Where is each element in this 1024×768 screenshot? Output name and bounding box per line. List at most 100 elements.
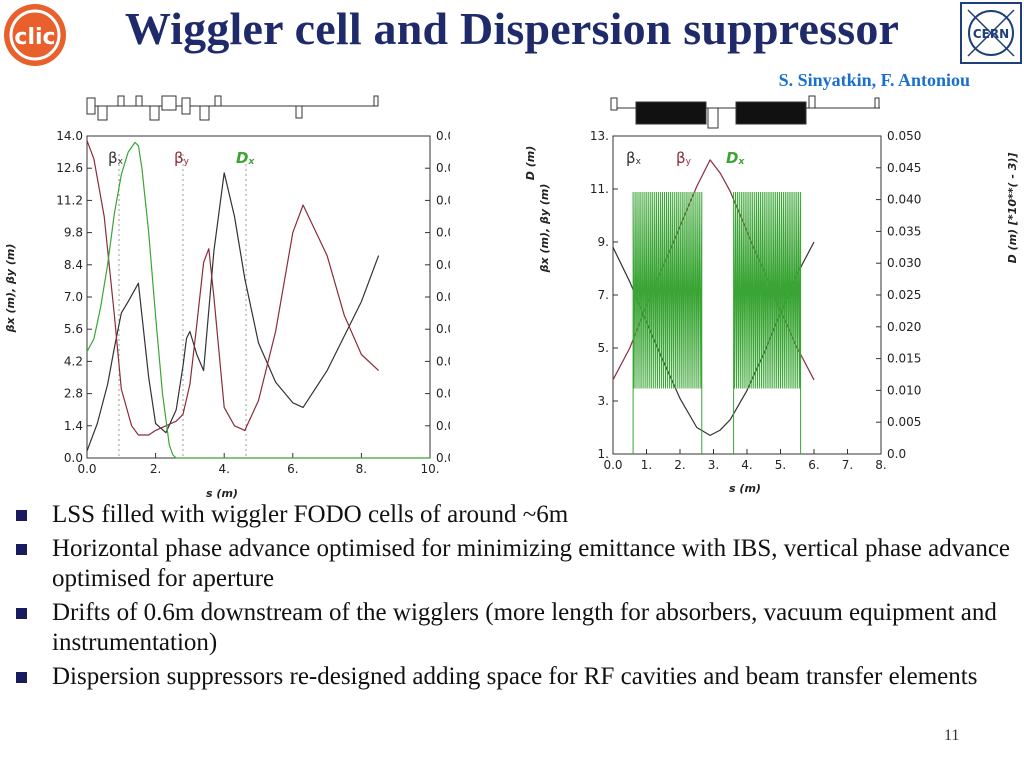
x-tick-label: 8. <box>356 462 367 476</box>
y-right-tick-label: 0.035 <box>887 224 921 238</box>
y-left-tick-label: 14.0 <box>56 129 83 143</box>
slide-authors: S. Sinyatkin, F. Antoniou <box>778 70 970 90</box>
y-right-tick-label: 0.010 <box>436 387 450 401</box>
y-left-tick-label: 4.2 <box>64 354 83 368</box>
bullet-square-icon <box>16 608 27 619</box>
series-lines-left <box>86 140 430 459</box>
bullet-square-icon <box>16 544 27 555</box>
y-right-tick-label: 0.045 <box>436 161 450 175</box>
clic-logo: clic <box>4 4 66 66</box>
y-left-tick-label: 7.0 <box>64 290 83 304</box>
bullet-text: LSS filled with wiggler FODO cells of ar… <box>52 501 569 528</box>
x-tick-label: 3. <box>708 458 719 472</box>
y-right-tick-label: 0.045 <box>887 161 921 175</box>
bullet-square-icon <box>16 672 27 683</box>
legend-dx-right: Dx <box>726 149 745 167</box>
series-line-βy <box>86 140 380 436</box>
series-line-dx <box>86 141 430 459</box>
bullet-text: Horizontal phase advance optimised for m… <box>52 535 1011 592</box>
y-right-tick-label: 0.0 <box>887 447 906 461</box>
y-right-tick-label: 0.005 <box>436 419 450 433</box>
series-line-dx-block <box>733 191 802 454</box>
x-tick-label: 7. <box>842 458 853 472</box>
y-left-tick-label: 1.4 <box>64 419 83 433</box>
page-number: 11 <box>944 727 960 744</box>
y-right-tick-label: 0.050 <box>436 129 450 143</box>
cern-logo-text: CERN <box>973 27 1009 41</box>
optics-plot-dispersion-suppressor: 0.0 1. 2. 3. 4. 5. 6. 7. 8.1.3.5.7.9.11.13.0.00.… <box>524 95 1019 495</box>
slide-title: Wiggler cell and Dispersion suppressor <box>124 3 900 54</box>
lattice-strip-left <box>86 95 379 121</box>
x-axis-label-right: s (m) <box>729 482 761 495</box>
y-right-tick-label: 0.010 <box>887 383 921 397</box>
y-left-tick-label: 11. <box>590 182 609 196</box>
y-right-tick-label: 0.025 <box>436 290 450 304</box>
y-right-tick-label: 0.020 <box>436 322 450 336</box>
x-tick-label: 4. <box>218 462 229 476</box>
y-left-tick-label: 1. <box>598 447 609 461</box>
y-left-tick-label: 5.6 <box>64 322 83 336</box>
x-tick-label: 6. <box>808 458 819 472</box>
x-tick-label: 0.0 <box>77 462 96 476</box>
optics-plot-wiggler-cell: 0.0 2. 4. 6. 8. 10.0.01.42.84.25.67.08.49.811… <box>4 95 450 500</box>
y-axis-label-left: βx (m), βy (m) <box>4 244 17 334</box>
y-axis-label-right-left-top: D (m) <box>524 146 537 180</box>
y-left-tick-label: 11.2 <box>56 193 83 207</box>
legend-betay-right: βy <box>676 149 692 167</box>
bullet-item: Drifts of 0.6m downstream of the wiggler… <box>10 598 1015 658</box>
y-right-tick-label: 0.015 <box>887 352 921 366</box>
y-right-tick-label: 0.025 <box>887 288 921 302</box>
y-left-tick-label: 9.8 <box>64 226 83 240</box>
cern-logo: CERN <box>960 2 1022 64</box>
y-right-tick-label: 0.050 <box>887 129 921 143</box>
x-tick-label: 6. <box>287 462 298 476</box>
x-tick-label: 2. <box>150 462 161 476</box>
y-right-tick-label: 0.0 <box>436 451 450 465</box>
lattice-strip-right <box>610 95 880 129</box>
legend-right: βx βy Dx <box>626 149 745 167</box>
bullet-square-icon <box>16 510 27 521</box>
legend-left: βx βy Dx <box>108 149 255 167</box>
y-right-tick-label: 0.015 <box>436 354 450 368</box>
x-tick-label: 5. <box>775 458 786 472</box>
bullet-text: Dispersion suppressors re-designed addin… <box>52 663 978 690</box>
y-left-tick-label: 9. <box>598 235 609 249</box>
y-right-tick-label: 0.030 <box>436 258 450 272</box>
legend-betax-left: βx <box>108 149 124 167</box>
y-left-tick-label: 12.6 <box>56 161 83 175</box>
y-left-tick-label: 3. <box>598 394 609 408</box>
bullet-item: LSS filled with wiggler FODO cells of ar… <box>10 500 1015 530</box>
legend-guides-left <box>118 154 247 458</box>
x-tick-label: 4. <box>741 458 752 472</box>
series-line-dx-block <box>632 191 703 455</box>
y-right-tick-label: 0.040 <box>887 193 921 207</box>
y-left-tick-label: 2.8 <box>64 387 83 401</box>
y-right-tick-label: 0.030 <box>887 256 921 270</box>
x-tick-label: 8. <box>875 458 886 472</box>
x-tick-label: 10. <box>420 462 439 476</box>
y-left-tick-label: 7. <box>598 288 609 302</box>
bullet-text: Drifts of 0.6m downstream of the wiggler… <box>52 599 997 656</box>
y-right-tick-label: 0.040 <box>436 193 450 207</box>
series-line-βx <box>86 172 380 452</box>
series-lines-right <box>612 159 815 455</box>
y-left-tick-label: 0.0 <box>64 451 83 465</box>
x-tick-label: 2. <box>674 458 685 472</box>
y-left-tick-label: 13. <box>590 129 609 143</box>
axes-left: 0.0 2. 4. 6. 8. 10.0.01.42.84.25.67.08.49.811… <box>56 129 450 476</box>
axes-right: 0.0 1. 2. 3. 4. 5. 6. 7. 8.1.3.5.7.9.11.13.0.00.… <box>590 129 921 472</box>
y-right-tick-label: 0.020 <box>887 320 921 334</box>
bullet-list: LSS filled with wiggler FODO cells of ar… <box>10 500 1015 696</box>
x-tick-label: 0.0 <box>603 458 622 472</box>
y-axis-label-right-left: βx (m), βy (m) <box>538 184 551 274</box>
legend-betay-left: βy <box>174 149 190 167</box>
x-axis-label-left: s (m) <box>206 487 238 500</box>
y-right-tick-label: 0.035 <box>436 226 450 240</box>
y-left-tick-label: 8.4 <box>64 258 83 272</box>
y-right-tick-label: 0.005 <box>887 415 921 429</box>
x-tick-label: 1. <box>641 458 652 472</box>
plot-frame-left <box>86 135 431 459</box>
svg-text:clic: clic <box>14 25 55 50</box>
y-left-tick-label: 5. <box>598 341 609 355</box>
bullet-item: Horizontal phase advance optimised for m… <box>10 534 1015 594</box>
